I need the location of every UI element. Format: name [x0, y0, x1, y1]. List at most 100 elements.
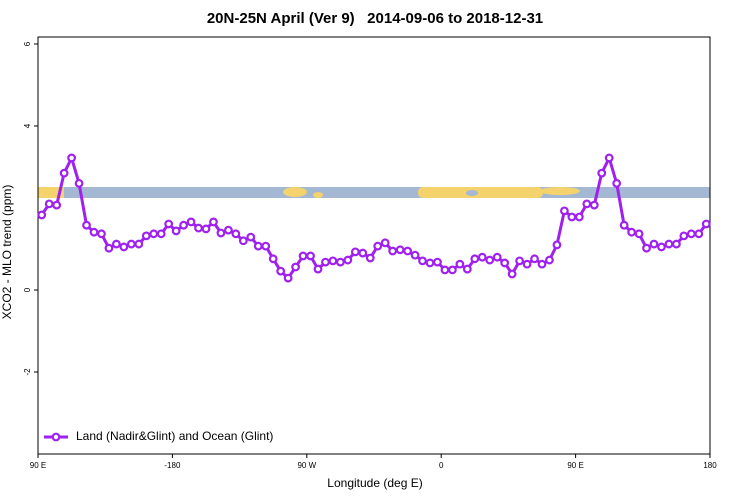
data-point	[283, 273, 293, 283]
data-point	[74, 178, 84, 188]
data-point	[209, 217, 218, 227]
data-point	[365, 253, 375, 263]
data-point	[470, 254, 480, 264]
legend-marker	[51, 432, 61, 442]
data-point	[111, 239, 121, 249]
data-point	[552, 240, 562, 250]
data-point	[657, 242, 666, 252]
data-point	[515, 256, 524, 266]
data-point	[336, 257, 345, 267]
data-point	[373, 241, 383, 251]
data-point	[395, 245, 405, 255]
y-tick-label: -2	[23, 368, 32, 376]
data-point	[455, 259, 465, 269]
data-point	[89, 227, 99, 237]
data-point	[567, 212, 577, 222]
data-point	[59, 168, 69, 178]
data-point	[649, 239, 659, 249]
data-point	[634, 229, 644, 239]
chart-title: 20N-25N April (Ver 9) 2014-09-06 to 2018…	[207, 10, 543, 27]
data-point	[164, 219, 174, 229]
data-point	[485, 255, 495, 265]
data-point	[201, 224, 211, 234]
data-point	[462, 264, 472, 274]
plot-frame	[37, 36, 711, 455]
x-tick-label: -180	[164, 461, 181, 470]
data-point	[560, 206, 569, 216]
data-point	[253, 241, 263, 251]
data-point	[582, 199, 592, 209]
data-point	[448, 265, 457, 275]
data-point	[44, 199, 54, 209]
data-point	[141, 231, 151, 241]
data-point	[433, 257, 442, 267]
data-point	[231, 229, 241, 239]
data-point	[119, 242, 129, 252]
data-point	[507, 269, 517, 279]
data-point	[186, 217, 196, 227]
data-point	[97, 229, 106, 239]
data-point	[134, 239, 144, 249]
data-point	[321, 257, 330, 267]
data-point	[672, 239, 681, 249]
data-point	[171, 226, 181, 236]
data-point	[216, 228, 226, 238]
data-point	[642, 243, 651, 253]
data-point	[425, 258, 435, 268]
data-point	[156, 229, 166, 239]
data-point	[126, 239, 136, 249]
data-point	[619, 220, 629, 230]
data-point	[268, 254, 278, 264]
data-point	[500, 258, 510, 268]
data-point	[179, 220, 189, 230]
data-point	[545, 255, 554, 265]
x-tick-label: 0	[439, 461, 444, 470]
data-point	[350, 247, 360, 257]
x-tick-label: 90 W	[297, 461, 316, 470]
legend-label: Land (Nadir&Glint) and Ocean (Glint)	[76, 429, 273, 443]
data-point	[530, 254, 539, 264]
data-point	[403, 246, 413, 256]
data-point	[306, 251, 315, 261]
data-point	[82, 220, 91, 230]
data-point	[604, 153, 614, 163]
data-point	[537, 259, 547, 269]
data-point	[223, 225, 233, 235]
data-point	[440, 265, 450, 275]
data-point	[701, 219, 711, 229]
y-tick-label: 0	[23, 287, 32, 292]
x-tick-label: 180	[703, 461, 717, 470]
data-point	[261, 241, 271, 251]
data-point	[276, 266, 286, 276]
x-tick-label: 90 E	[30, 461, 46, 470]
data-point	[104, 243, 114, 253]
data-point	[52, 200, 62, 210]
data-point	[612, 178, 622, 188]
data-point	[37, 210, 47, 220]
data-point	[328, 256, 338, 266]
data-point	[194, 223, 203, 233]
data-point	[388, 246, 398, 256]
data-point	[410, 250, 420, 260]
data-point	[522, 259, 532, 269]
x-tick-label: 90 E	[567, 461, 583, 470]
data-point	[694, 229, 704, 239]
y-tick-label: 6	[23, 41, 32, 46]
data-point	[492, 252, 502, 262]
data-point	[686, 229, 696, 239]
data-point	[574, 212, 584, 222]
data-point	[627, 227, 636, 237]
data-point	[664, 239, 674, 249]
data-point	[589, 200, 599, 210]
data-point	[418, 256, 427, 266]
x-axis-label: Longitude (deg E)	[327, 476, 422, 490]
data-point	[238, 236, 248, 246]
data-point	[67, 153, 76, 163]
land-ocean-band	[38, 187, 710, 198]
y-tick-label: 4	[23, 123, 32, 128]
data-point	[679, 231, 689, 241]
data-point	[343, 255, 353, 265]
data-point	[246, 232, 256, 242]
data-point	[291, 262, 301, 272]
